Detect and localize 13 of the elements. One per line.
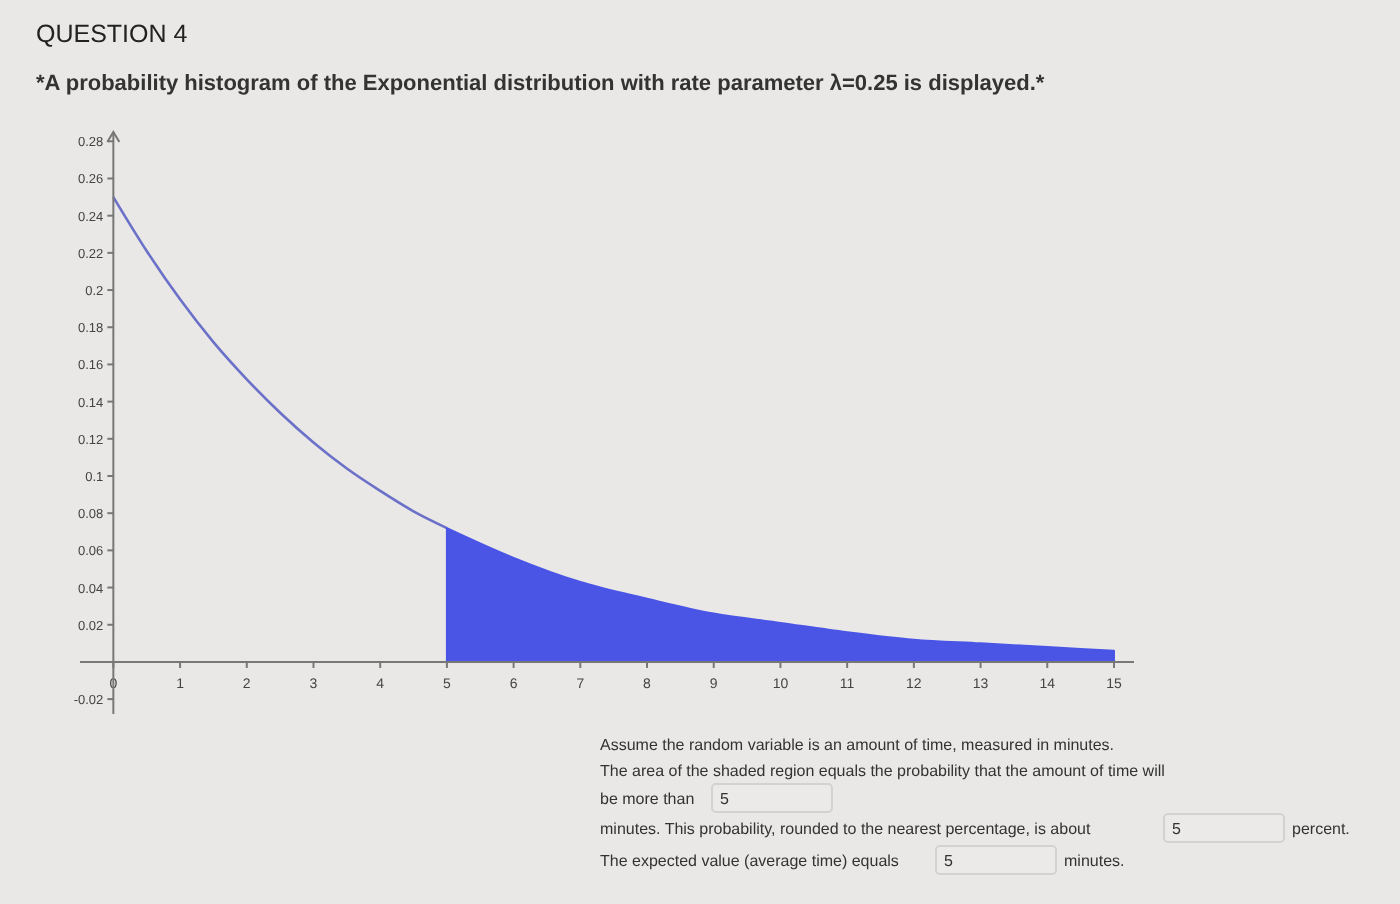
text: be more than: [600, 790, 695, 808]
text: 5: [720, 790, 730, 808]
text: minutes. This probability, rounded to the nearest percentage, is about: [600, 820, 1092, 838]
text: minutes.: [1064, 852, 1125, 870]
chart-title: QUESTION 4: [36, 20, 188, 48]
text: 5: [944, 852, 954, 870]
text: The area of the shaded region equals the probability that the amount of time will: [600, 762, 1166, 780]
chart-subtitle: *A probability histogram of the Exponential distribution with rate parameter λ=0.25 is displayed.*: [36, 72, 1046, 96]
text: The expected value (average time) equals: [600, 852, 899, 870]
text: 5: [1172, 820, 1182, 838]
text: percent.: [1292, 820, 1350, 838]
text: Assume the random variable is an amount of time, measured in minutes.: [600, 736, 1115, 754]
line-series: [112, 195, 449, 530]
